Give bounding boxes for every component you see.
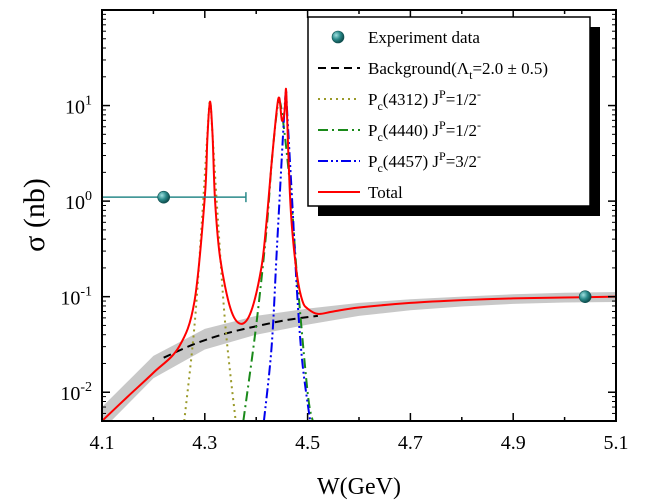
legend-label-5: Pc(4457) JP=3/2- [368,149,481,175]
legend-box [307,16,591,207]
legend-label-6: Total [368,183,403,202]
experiment-points [102,190,592,303]
legend-label-1: Experiment data [368,28,480,47]
series-pc4312 [183,100,237,421]
series-total [102,87,616,421]
legend-label-3: Pc(4312) JP=1/2- [368,87,481,113]
series-background [163,314,319,359]
plot-area [102,87,616,421]
axis-ticks: 4.1 4.3 4.5 4.7 4.9 5.1 10-2 10-1 100 101 [60,10,629,454]
series-pc4440 [242,100,314,421]
legend: Experiment data Background(Λt=2.0 ± 0.5) P… [307,16,600,216]
experiment-point-2 [578,290,592,303]
y-axis-title: σ (nb) [18,178,51,252]
background-uncertainty-band [102,291,616,421]
x-tick-label: 4.1 [90,432,115,454]
x-tick-label: 4.5 [295,432,320,454]
x-tick-label: 4.3 [192,432,217,454]
legend-label-2: Background(Λt=2.0 ± 0.5) [368,59,548,82]
experiment-point-1 [157,190,170,204]
legend-label-4: Pc(4440) JP=1/2- [368,118,481,144]
legend-marker-1 [331,30,345,44]
x-axis-title: W(GeV) [317,474,401,500]
x-tick-label: 4.9 [501,432,526,454]
x-tick-label: 5.1 [604,432,629,454]
y-tick-label: 101 [65,94,92,119]
y-tick-label: 10-2 [60,380,92,405]
y-tick-label: 10-1 [60,285,92,310]
y-tick-label: 100 [65,189,92,214]
x-tick-label: 4.7 [398,432,423,454]
